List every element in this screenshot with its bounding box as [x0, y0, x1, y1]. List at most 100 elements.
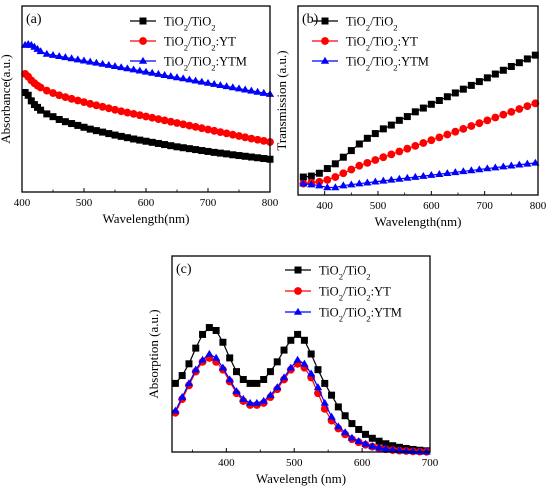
data-point [435, 97, 443, 104]
data-point [273, 383, 282, 391]
data-point [235, 152, 243, 160]
data-point [241, 133, 250, 142]
x-tick-label: 500 [370, 200, 387, 212]
data-point [411, 141, 420, 150]
data-point [371, 156, 380, 164]
data-point [246, 379, 254, 387]
data-point [210, 79, 219, 87]
data-point [92, 58, 101, 66]
data-point [403, 144, 412, 153]
data-point [228, 130, 237, 139]
data-point [247, 153, 255, 161]
data-point [228, 83, 237, 91]
data-point [331, 183, 340, 191]
data-point [483, 74, 491, 82]
data-point [173, 143, 181, 151]
legend-marker [139, 17, 147, 25]
data-point [435, 170, 444, 177]
data-point [459, 85, 467, 93]
data-point [368, 441, 377, 449]
data-point [327, 412, 336, 420]
data-point [43, 110, 51, 118]
data-point [523, 102, 532, 111]
data-point [347, 180, 356, 188]
data-point [355, 425, 363, 433]
data-point [191, 76, 200, 84]
data-point [80, 123, 88, 131]
data-point [523, 159, 532, 167]
data-point [313, 383, 323, 391]
legend: TiO2/TiO2 TiO2/TiO2:YT TiO2/TiO2:YTM [285, 264, 402, 324]
data-point [321, 379, 329, 387]
data-point [260, 155, 268, 163]
data-point [515, 105, 524, 113]
data-point [483, 164, 492, 172]
data-point [422, 447, 431, 455]
data-point [67, 94, 76, 103]
panel-c: 400 500 600 700 Wavelength (nm) Absorption (a… [146, 255, 439, 486]
data-point [253, 87, 262, 95]
data-point [117, 132, 125, 140]
data-point [299, 173, 307, 181]
data-point [315, 169, 323, 177]
panel-label: (a) [26, 12, 42, 27]
data-point [229, 151, 237, 159]
x-axis-label: Wavelength(nm) [102, 211, 189, 226]
data-point [299, 179, 308, 187]
y-axis-label: Absorption (a.u.) [146, 309, 161, 398]
data-point [111, 131, 119, 139]
data-point [160, 71, 169, 78]
data-point [92, 101, 101, 110]
data-point [105, 130, 113, 138]
legend: TiO2/TiO2 TiO2/TiO2:YT TiO2/TiO2:YTM [312, 15, 429, 73]
data-point [141, 67, 151, 75]
panel-a: 400 500 600 700 800 Wavelength(nm) Absorbance(… [0, 5, 279, 226]
data-point [323, 165, 331, 173]
legend-label: TiO2/TiO2:YT [319, 285, 391, 303]
data-point [129, 65, 138, 73]
data-point [197, 124, 206, 133]
series-line [24, 92, 271, 160]
data-point [320, 398, 329, 406]
x-tick-label: 400 [316, 200, 333, 212]
data-point [293, 355, 302, 363]
data-point [427, 136, 436, 145]
data-point [419, 139, 428, 147]
data-point [104, 104, 113, 113]
data-point [218, 363, 228, 371]
data-point [328, 391, 336, 399]
data-point [166, 72, 175, 80]
data-point [179, 120, 188, 129]
data-point [199, 330, 207, 338]
data-point [49, 113, 57, 121]
x-tick-label: 500 [76, 197, 93, 209]
data-point [222, 82, 231, 90]
data-point [241, 85, 250, 93]
data-point [259, 396, 268, 404]
x-tick-label: 800 [262, 197, 279, 209]
data-point [61, 118, 69, 126]
data-point [232, 387, 241, 395]
legend-marker [294, 266, 302, 274]
data-point [355, 161, 364, 170]
data-point [507, 161, 516, 169]
data-point [247, 86, 256, 94]
data-point [179, 144, 187, 152]
data-point [347, 147, 355, 155]
data-point [395, 147, 404, 156]
data-point [443, 130, 452, 139]
data-point [253, 379, 261, 387]
data-point [348, 420, 356, 428]
data-point [371, 130, 379, 138]
data-point [98, 59, 107, 67]
x-tick-label: 600 [354, 457, 371, 469]
data-point [334, 403, 342, 411]
series-line [174, 357, 427, 453]
data-point [223, 150, 231, 158]
data-point [67, 54, 76, 62]
data-point [136, 136, 144, 144]
data-point [27, 97, 35, 105]
data-point [216, 128, 225, 137]
data-point [531, 51, 539, 59]
